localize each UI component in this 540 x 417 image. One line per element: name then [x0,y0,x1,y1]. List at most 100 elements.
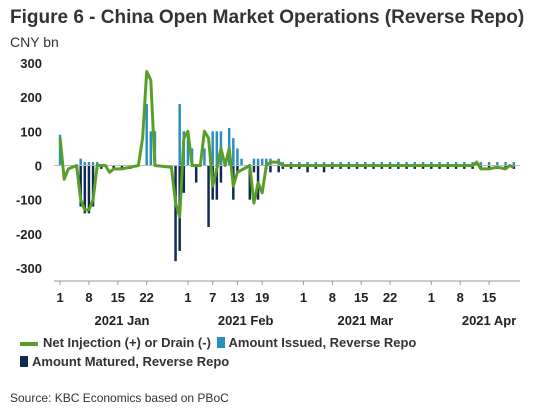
y-tick-label: 200 [20,90,42,105]
matured-bar [380,165,384,169]
y-tick-label: 100 [20,124,42,139]
matured-bar [314,165,318,169]
x-tick-label: 22 [139,290,153,305]
issued-bar [83,162,87,166]
y-tick-label: -300 [16,261,42,276]
matured-bar [215,165,219,200]
matured-bar [331,165,334,169]
y-tick-label: 300 [20,56,42,71]
issued-bar [413,162,417,166]
matured-bar [207,165,210,227]
matured-bar [430,165,433,169]
issued-bar [479,162,483,166]
legend-amount-issued: Amount Issued, Reverse Repo [216,334,416,351]
matured-bar [100,165,103,169]
matured-bar [388,165,392,169]
issued-bar [314,162,318,166]
x-tick-label: 13 [230,290,244,305]
matured-bar [364,165,367,169]
issued-bar [95,162,99,166]
x-tick-label: 7 [209,290,216,305]
issued-bar [306,162,309,166]
matured-bar [339,165,342,169]
x-tick-label: 15 [111,290,125,305]
y-axis: 300 200 100 0 -100 -200 -300 [16,56,42,276]
matured-bar [421,165,425,169]
matured-bar [79,165,82,207]
y-tick-label: 0 [35,159,42,174]
matured-bar [83,165,87,214]
matured-bar [194,165,198,183]
issued-bar [380,162,384,166]
x-tick-label: 22 [383,290,397,305]
month-label: 2021 Apr [462,313,516,328]
matured-bar [487,165,491,169]
matured-bar [112,165,115,169]
issued-bar [87,162,91,166]
x-tick-label: 1 [56,290,63,305]
matured-bar [219,165,223,183]
issued-bar [504,162,507,166]
month-label: 2021 Jan [94,313,149,328]
source-note: Source: KBC Economics based on PBoC [10,391,229,405]
issued-bar [355,162,359,166]
matured-bar [91,165,95,207]
legend: Net Injection (+) or Drain (-) Amount Is… [20,334,535,372]
matured-bar [174,165,177,262]
matured-bar [438,165,441,169]
matured-bar [269,165,272,173]
issued-bar [372,162,375,166]
chart-area: 300 200 100 0 -100 -200 -300 1 8 15 22 1 7 13 19 1 8 15 2… [16,56,520,328]
issued-bar [211,131,214,166]
matured-bar [372,165,375,169]
issued-bar [397,162,400,166]
matured-bar [322,165,326,173]
matured-bar [298,165,301,169]
month-label: 2021 Mar [337,313,393,328]
matured-bar [405,165,408,169]
chart-title: Figure 6 - China Open Market Operations … [10,7,525,28]
net-injection-line [58,70,515,219]
matured-bar [471,165,474,169]
issued-bars [58,104,516,166]
matured-bar [120,165,124,169]
matured-bar [355,165,359,169]
x-tick-label: 15 [354,290,368,305]
issued-bar [446,162,450,166]
issued-bar [331,162,334,166]
issued-bar [149,131,153,166]
issued-bar [347,162,351,166]
issued-bar [454,162,458,166]
issued-bar [512,162,516,166]
legend-net-swatch [20,341,38,346]
x-tick-label: 19 [255,290,269,305]
issued-bar [405,162,408,166]
x-tick-label: 8 [329,290,336,305]
unit-label: CNY bn [10,34,59,50]
x-tick-label: 8 [457,290,464,305]
issued-bar [145,104,148,166]
y-tick-label: -100 [16,193,42,208]
issued-bar [252,158,256,166]
issued-bar [203,148,206,166]
matured-bar [236,165,239,173]
legend-net-label: Net Injection (+) or Drain (-) [43,335,211,350]
x-tick-label: 15 [482,290,496,305]
issued-bar [339,162,342,166]
matured-bar [252,165,256,173]
matured-bar [454,165,458,169]
issued-bar [322,162,326,166]
issued-bar [364,162,367,166]
issued-bar [496,162,499,166]
matured-bar [281,165,285,169]
issued-bar [265,158,268,166]
issued-bar [256,158,260,166]
month-label: 2021 Feb [218,313,274,328]
matured-bar [87,165,91,214]
issued-bar [186,131,190,166]
issued-bar [91,162,95,166]
matured-bar [248,165,252,200]
issued-bar [421,162,425,166]
issued-bar [388,162,392,166]
issued-bar [487,162,491,166]
